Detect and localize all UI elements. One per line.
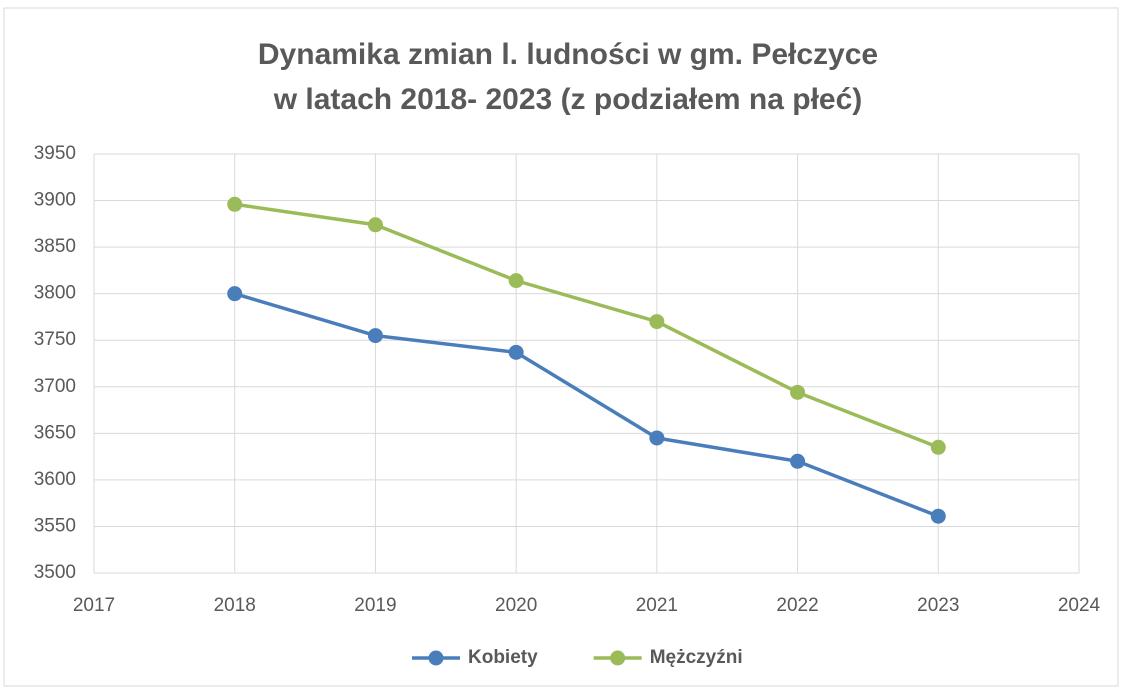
x-tick-label: 2022 bbox=[776, 595, 818, 616]
series-line bbox=[234, 291, 939, 518]
data-point bbox=[227, 196, 243, 212]
data-point bbox=[367, 217, 383, 233]
y-tick-label: 3850 bbox=[34, 236, 76, 257]
data-point bbox=[649, 314, 665, 330]
x-tick-label: 2018 bbox=[214, 595, 256, 616]
data-point bbox=[508, 273, 524, 289]
data-point bbox=[790, 384, 806, 400]
y-tick-label: 3600 bbox=[34, 469, 76, 490]
data-point bbox=[930, 439, 946, 455]
chart-title: w latach 2018- 2023 (z podziałem na płeć… bbox=[273, 83, 863, 116]
legend-swatch bbox=[428, 650, 444, 666]
x-tick-label: 2020 bbox=[495, 595, 537, 616]
data-point bbox=[508, 344, 524, 360]
data-point bbox=[649, 430, 665, 446]
y-tick-label: 3550 bbox=[34, 515, 76, 536]
y-tick-label: 3800 bbox=[34, 283, 76, 304]
data-point bbox=[790, 453, 806, 469]
data-point bbox=[227, 286, 243, 302]
data-point bbox=[930, 508, 946, 524]
chart-title: Dynamika zmian l. ludności w gm. Pełczyc… bbox=[258, 38, 878, 71]
x-tick-label: 2019 bbox=[354, 595, 396, 616]
y-tick-label: 3750 bbox=[34, 329, 76, 350]
y-tick-label: 3700 bbox=[34, 376, 76, 397]
data-point bbox=[367, 328, 383, 344]
y-tick-label: 3950 bbox=[34, 143, 76, 164]
y-tick-label: 3900 bbox=[34, 190, 76, 211]
y-tick-label: 3500 bbox=[34, 562, 76, 583]
x-tick-label: 2024 bbox=[1058, 595, 1101, 616]
legend-swatch bbox=[610, 650, 626, 666]
x-tick-label: 2021 bbox=[636, 595, 678, 616]
x-tick-label: 2017 bbox=[73, 595, 115, 616]
series-line bbox=[234, 202, 939, 449]
legend-label: Mężczyźni bbox=[650, 647, 743, 668]
x-tick-label: 2023 bbox=[917, 595, 959, 616]
y-tick-label: 3650 bbox=[34, 422, 76, 443]
legend-label: Kobiety bbox=[468, 647, 538, 668]
